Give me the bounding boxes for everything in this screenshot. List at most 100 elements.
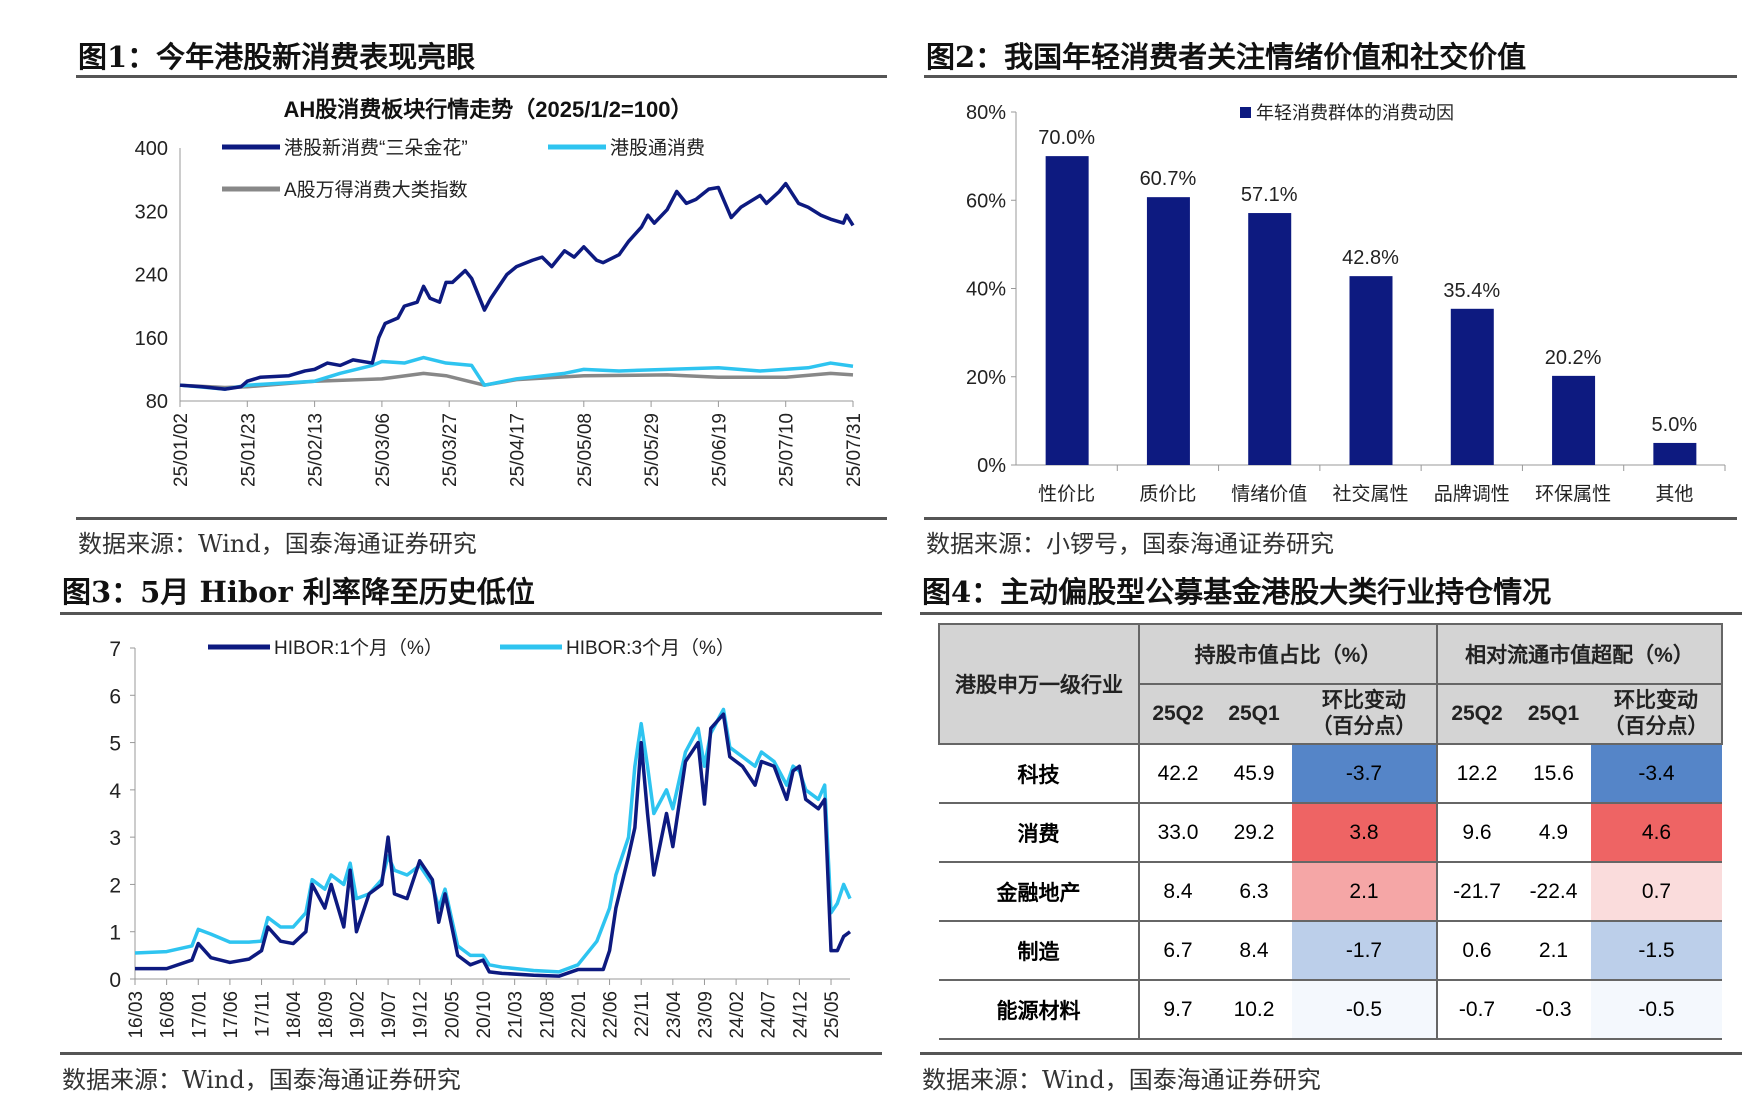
divider (924, 75, 1737, 78)
divider (924, 517, 1737, 520)
header-q2: 25Q2 (1138, 683, 1216, 745)
x-tick-label: 25/04/17 (508, 413, 529, 487)
value-cell: -1.7 (1292, 920, 1438, 981)
fig4-title: 图4：主动偏股型公募基金港股大类行业持仓情况 (922, 575, 1552, 609)
x-tick-label: 17/11 (253, 991, 274, 1037)
x-tick-label: 18/04 (284, 991, 305, 1039)
y-tick-label: 60% (966, 190, 1006, 212)
y-tick-label: 4 (109, 780, 121, 803)
legend-label: 年轻消费群体的消费动因 (1256, 103, 1454, 123)
data-label: 35.4% (1443, 280, 1500, 302)
value-cell: 8.4 (1216, 920, 1292, 981)
category-label: 其他 (1655, 483, 1693, 505)
table-row: 消费 33.0 29.2 3.8 9.6 4.9 4.6 (939, 802, 1722, 863)
value-cell: 12.2 (1436, 743, 1516, 804)
x-tick-label: 25/03/27 (440, 413, 461, 487)
y-tick-label: 320 (135, 201, 168, 223)
bar (1146, 197, 1190, 465)
data-label: 60.7% (1140, 168, 1197, 190)
bar (1045, 156, 1089, 465)
industry-cell: 能源材料 (939, 979, 1140, 1040)
data-label: 57.1% (1241, 184, 1298, 206)
legend-label: A股万得消费大类指数 (284, 179, 468, 201)
value-cell: 0.6 (1436, 920, 1516, 981)
header-q1: 25Q1 (1516, 683, 1591, 745)
header-change-unit: （百分点） (1603, 715, 1709, 738)
value-cell: -3.4 (1591, 743, 1722, 804)
y-tick-label: 40% (966, 279, 1006, 301)
divider (60, 1052, 882, 1055)
value-cell: 9.6 (1436, 802, 1516, 863)
industry-cell: 制造 (939, 920, 1140, 981)
value-cell: -22.4 (1516, 861, 1591, 922)
fig3-title: 图3：5月 Hibor 利率降至历史低位 (62, 575, 535, 609)
value-cell: -3.7 (1292, 743, 1438, 804)
value-cell: 10.2 (1216, 979, 1292, 1040)
bar (1653, 442, 1697, 465)
x-tick-label: 25/05 (822, 991, 843, 1039)
category-label: 质价比 (1139, 483, 1196, 505)
holdings-table: 港股申万一级行业 持股市值占比（%） 相对流通市值超配（%） 25Q2 25Q1… (938, 623, 1723, 1040)
header-change-label: 环比变动 (1322, 689, 1406, 712)
x-tick-label: 22/01 (569, 991, 590, 1039)
x-tick-label: 23/04 (664, 991, 685, 1039)
value-cell: 4.6 (1591, 802, 1722, 863)
x-tick-label: 20/10 (474, 991, 495, 1039)
divider (76, 517, 887, 520)
x-tick-label: 25/05/08 (575, 413, 596, 487)
header-q1: 25Q1 (1216, 683, 1292, 745)
industry-cell: 金融地产 (939, 861, 1140, 922)
divider (76, 75, 887, 78)
fig2-title: 图2：我国年轻消费者关注情绪价值和社交价值 (926, 40, 1527, 74)
header-change: 环比变动 （百分点） (1591, 683, 1723, 745)
y-tick-label: 3 (109, 827, 121, 850)
y-tick-label: 7 (109, 638, 121, 661)
x-tick-label: 17/06 (221, 991, 242, 1039)
x-tick-label: 24/07 (759, 991, 780, 1039)
x-tick-label: 17/01 (189, 991, 210, 1039)
value-cell: -0.7 (1436, 979, 1516, 1040)
chart-title: AH股消费板块行情走势（2025/1/2=100） (284, 97, 693, 122)
y-tick-label: 0 (109, 969, 121, 992)
value-cell: 9.7 (1138, 979, 1216, 1040)
x-tick-label: 19/02 (347, 991, 368, 1039)
x-tick-label: 16/03 (126, 991, 147, 1039)
table-row: 制造 6.7 8.4 -1.7 0.6 2.1 -1.5 (939, 920, 1722, 981)
fig4-source: 数据来源：Wind，国泰海通证券研究 (922, 1066, 1321, 1094)
fig2-source: 数据来源：小锣号，国泰海通证券研究 (926, 530, 1334, 558)
legend-label: HIBOR:1个月（%） (274, 637, 443, 659)
legend-swatch (1240, 107, 1251, 118)
divider (920, 612, 1742, 615)
legend-label: 港股通消费 (610, 137, 705, 159)
y-tick-label: 1 (109, 922, 121, 945)
x-tick-label: 25/06/19 (709, 413, 730, 487)
divider (60, 612, 882, 615)
industry-cell: 消费 (939, 802, 1140, 863)
value-cell: 8.4 (1138, 861, 1216, 922)
bar (1450, 308, 1494, 465)
x-tick-label: 25/01/02 (171, 413, 192, 487)
value-cell: 45.9 (1216, 743, 1292, 804)
y-tick-label: 5 (109, 733, 121, 756)
value-cell: 2.1 (1292, 861, 1438, 922)
fig1-title: 图1：今年港股新消费表现亮眼 (78, 40, 476, 74)
header-change: 环比变动 （百分点） (1292, 683, 1438, 745)
y-tick-label: 6 (109, 685, 121, 708)
value-cell: 15.6 (1516, 743, 1591, 804)
value-cell: -0.5 (1591, 979, 1722, 1040)
value-cell: -0.3 (1516, 979, 1591, 1040)
y-tick-label: 240 (135, 265, 168, 287)
x-tick-label: 21/08 (537, 991, 558, 1039)
value-cell: 33.0 (1138, 802, 1216, 863)
series-line-1 (179, 355, 854, 391)
header-group1: 持股市值占比（%） (1138, 623, 1438, 685)
legend-label: HIBOR:3个月（%） (566, 637, 735, 659)
value-cell: 2.1 (1516, 920, 1591, 981)
series-line-0 (135, 712, 852, 978)
value-cell: 42.2 (1138, 743, 1216, 804)
value-cell: 3.8 (1292, 802, 1438, 863)
x-tick-label: 25/07/10 (777, 413, 798, 487)
header-group2: 相对流通市值超配（%） (1436, 623, 1723, 685)
category-label: 性价比 (1038, 483, 1095, 505)
